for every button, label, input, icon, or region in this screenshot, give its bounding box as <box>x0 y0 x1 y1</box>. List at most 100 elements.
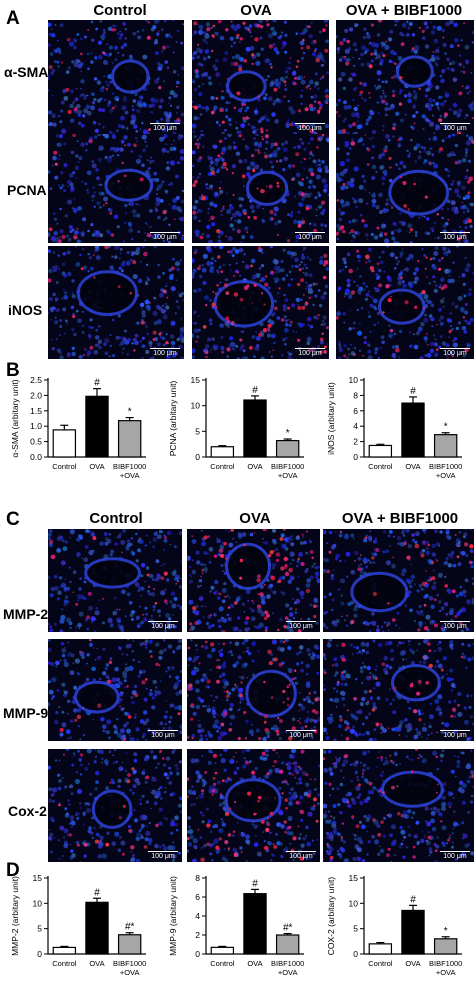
scale-bar: 100 μm <box>150 348 180 357</box>
micrograph-pcna-ova: 100 μm <box>192 134 329 243</box>
y-tick-label: 0 <box>353 949 358 959</box>
significance-marker: # <box>410 386 416 397</box>
x-tick-label: Control <box>52 959 77 968</box>
column-header-control: Control <box>93 2 147 19</box>
column-header-ova-bibf1000: OVA + BIBF1000 <box>345 2 463 19</box>
micrograph-inos-ova: 100 μm <box>192 246 329 359</box>
scale-bar-label: 100 μm <box>443 125 467 132</box>
bar-mmp-2-2 <box>117 934 142 955</box>
scale-bar-label: 100 μm <box>153 125 177 132</box>
row-label-alpha-sma: α-SMA <box>4 64 49 80</box>
bar-chart-mmp-2: MMP-2 (arbitary unit) 0 5 10 15 Control # OVA #*… <box>10 873 146 977</box>
y-tick-label: 0.0 <box>30 452 42 462</box>
x-tick-label: OVA <box>405 462 420 471</box>
x-tick-label: BIBF1000 <box>429 959 462 968</box>
scale-bar-label: 100 μm <box>443 234 467 241</box>
y-tick-label: 2 <box>195 930 200 940</box>
scale-bar: 100 μm <box>440 851 470 860</box>
column-header-ova-bibf1000-c: OVA + BIBF1000 <box>341 510 459 527</box>
micrograph-alpha-sma-ova: 100 μm <box>192 20 329 134</box>
row-label-inos: iNOS <box>8 302 43 318</box>
significance-marker: #* <box>125 922 135 933</box>
x-tick-label: BIBF1000 <box>113 462 146 471</box>
row-label-mmp-2: MMP-2 <box>3 606 49 622</box>
scale-bar: 100 μm <box>440 232 470 241</box>
significance-marker: * <box>444 926 448 937</box>
bar-alpha-sma-0 <box>52 429 77 458</box>
x-tick-label: OVA <box>89 959 104 968</box>
x-tick-label: +OVA <box>436 471 456 480</box>
y-axis-label: COX-2 (arbitary unit) <box>326 877 336 956</box>
significance-marker: # <box>252 878 258 889</box>
y-tick-label: 10 <box>191 401 201 411</box>
y-axis-label: α-SMA (arbitary unit) <box>10 379 20 457</box>
scale-bar-label: 100 μm <box>153 234 177 241</box>
significance-marker: * <box>128 407 132 418</box>
y-tick-label: 6 <box>195 892 200 902</box>
x-tick-label: OVA <box>247 462 262 471</box>
y-tick-label: 1.0 <box>30 421 42 431</box>
significance-marker: # <box>94 887 100 898</box>
x-tick-label: Control <box>368 959 393 968</box>
y-axis-label: MMP-9 (arbitary unit) <box>168 876 178 956</box>
micrograph-pcna-control: 100 μm <box>48 134 184 243</box>
significance-marker: #* <box>283 923 293 934</box>
scale-bar: 100 μm <box>148 621 178 630</box>
scale-bar-label: 100 μm <box>151 732 175 739</box>
bar-inos-2 <box>433 434 458 458</box>
micrograph-alpha-sma-control: 100 μm <box>48 20 184 134</box>
bar-mmp-2-0 <box>52 946 77 955</box>
y-tick-label: 6 <box>353 406 358 416</box>
micrograph-inos-ova-bibf1000: 100 μm <box>336 246 474 359</box>
micrograph-inos-control: 100 μm <box>48 246 184 359</box>
micrograph-mmp-9-ova: 100 μm <box>187 639 320 741</box>
scale-bar: 100 μm <box>148 730 178 739</box>
y-tick-label: 0 <box>195 452 200 462</box>
y-tick-label: 1.5 <box>30 406 42 416</box>
bar-alpha-sma-2 <box>117 420 142 458</box>
y-axis-label: PCNA (arbitary unit) <box>168 381 178 457</box>
x-tick-label: BIBF1000 <box>113 959 146 968</box>
panel-letter-d: D <box>6 860 20 881</box>
scale-bar-label: 100 μm <box>443 623 467 630</box>
micrograph-cox-2-ova-bibf1000: 100 μm <box>323 749 474 862</box>
x-tick-label: Control <box>210 462 235 471</box>
y-tick-label: 4 <box>353 421 358 431</box>
x-tick-label: Control <box>368 462 393 471</box>
micrograph-mmp-2-ova-bibf1000: 100 μm <box>323 529 474 632</box>
bar-chart-cox-2: COX-2 (arbitary unit) 0 5 10 15 Control # OVA * B… <box>326 873 462 977</box>
x-tick-label: +OVA <box>436 968 456 977</box>
x-tick-label: OVA <box>247 959 262 968</box>
scale-bar-label: 100 μm <box>443 350 467 357</box>
x-tick-label: +OVA <box>278 968 298 977</box>
significance-marker: # <box>252 385 258 396</box>
panel-letter-c: C <box>6 509 20 530</box>
x-tick-label: Control <box>52 462 77 471</box>
scale-bar-label: 100 μm <box>443 732 467 739</box>
y-tick-label: 8 <box>353 390 358 400</box>
y-tick-label: 5 <box>353 924 358 934</box>
panel-letter-a: A <box>6 8 20 29</box>
y-tick-label: 15 <box>33 873 43 883</box>
bar-inos-0 <box>368 444 393 458</box>
column-header-control-c: Control <box>89 510 143 527</box>
bar-cox-2-0 <box>368 943 393 955</box>
scale-bar: 100 μm <box>286 851 316 860</box>
scale-bar-label: 100 μm <box>298 125 322 132</box>
panel-letter-b: B <box>6 360 20 381</box>
x-tick-label: OVA <box>405 959 420 968</box>
x-tick-label: BIBF1000 <box>429 462 462 471</box>
column-header-ova-c: OVA <box>239 510 271 527</box>
scale-bar: 100 μm <box>150 123 180 132</box>
scale-bar: 100 μm <box>286 621 316 630</box>
row-label-mmp-9: MMP-9 <box>3 705 49 721</box>
significance-marker: # <box>94 378 100 389</box>
bar-mmp-2-1 <box>85 901 109 955</box>
scale-bar-label: 100 μm <box>151 623 175 630</box>
micrograph-mmp-2-ova: 100 μm <box>187 529 320 632</box>
micrograph-mmp-9-control: 100 μm <box>48 639 182 741</box>
micrograph-cox-2-ova: 100 μm <box>187 749 320 862</box>
bar-pcna-0 <box>210 446 235 458</box>
y-tick-label: 5 <box>195 426 200 436</box>
y-tick-label: 2.0 <box>30 390 42 400</box>
